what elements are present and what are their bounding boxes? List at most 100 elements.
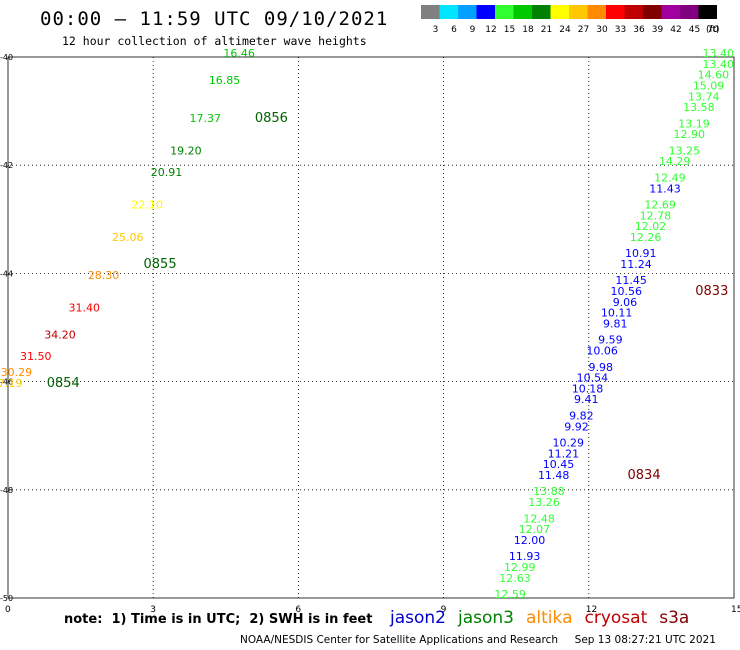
swh-value-label: 13.19 — [678, 117, 710, 130]
colorbar-swatch — [421, 5, 440, 19]
swh-value-label: 11.48 — [538, 469, 570, 482]
swh-value-label: 31.50 — [20, 350, 52, 363]
x-tick-label: 9 — [441, 605, 447, 615]
legend-s3a: s3a — [659, 608, 690, 628]
swh-value-label: 25.06 — [112, 231, 144, 244]
map-title: 00:00 – 11:59 UTC 09/10/2021 — [40, 8, 389, 30]
swh-value-label: 34.20 — [44, 328, 76, 341]
swh-value-label: 20.91 — [151, 166, 183, 179]
colorbar-tick-label: 36 — [633, 25, 645, 35]
swh-value-label: 22.10 — [131, 198, 163, 211]
swh-value-label: 10.45 — [543, 458, 575, 471]
y-tick-label: -42 — [0, 161, 13, 170]
swh-value-label: 12.78 — [640, 209, 672, 222]
colorbar-swatch — [587, 5, 606, 19]
swh-value-label: 12.48 — [523, 512, 555, 525]
colorbar-swatch — [606, 5, 625, 19]
swh-value-label: 12.49 — [654, 171, 686, 184]
swh-value-label: 9.59 — [598, 334, 623, 347]
track-right: 13.4013.4014.6015.0913.7413.5813.1912.90… — [494, 47, 734, 601]
swh-value-label: 13.58 — [683, 101, 715, 114]
colorbar-tick-label: 6 — [451, 25, 457, 35]
colorbar-tick-label: 70 — [707, 25, 719, 35]
colorbar-tick-label: 21 — [541, 25, 552, 35]
color-scale-legend: 3 6 9 12 15 18 21 24 27 30 33 36 39 42 45 70(ft) — [421, 5, 720, 35]
colorbar-tick-label: 33 — [615, 25, 626, 35]
colorbar-tick-label: 30 — [596, 25, 608, 35]
legend-jason2: jason2 — [390, 608, 446, 628]
swh-value-label: 12.02 — [635, 220, 667, 233]
swh-value-label: 12.59 — [494, 588, 526, 601]
y-tick-label: -50 — [0, 594, 13, 603]
legend-cryosat: cryosat — [584, 608, 648, 628]
colorbar-tick-label: 12 — [485, 25, 496, 35]
colorbar-tick-label: 15 — [504, 25, 515, 35]
swh-value-label: 11.43 — [649, 182, 681, 195]
x-tick-label: 0 — [5, 605, 11, 615]
swh-value-label: 9.98 — [589, 361, 614, 374]
swh-value-label: 10.56 — [611, 285, 643, 298]
swh-value-label: 12.00 — [514, 534, 546, 547]
swh-value-label: 9.81 — [603, 318, 628, 331]
swh-value-label: 13.74 — [688, 90, 720, 103]
colorbar-tick-label: 42 — [670, 25, 681, 35]
swh-value-label: 11.45 — [615, 274, 647, 287]
swh-value-label: 13.40 — [703, 47, 735, 60]
x-tick-label: 15 — [731, 605, 740, 615]
colorbar-tick-label: 24 — [559, 25, 571, 35]
pass-time-label: 0856 — [255, 111, 288, 126]
swh-value-label: 9.82 — [569, 409, 594, 422]
colorbar-swatch — [698, 5, 717, 19]
colorbar-swatch — [532, 5, 551, 19]
swh-value-label: 13.88 — [533, 485, 565, 498]
colorbar-swatch — [643, 5, 662, 19]
colorbar-swatch — [569, 5, 588, 19]
colorbar-swatch — [661, 5, 680, 19]
swh-value-label: 11.93 — [509, 550, 541, 563]
credit-line: NOAA/NESDIS Center for Satellite Applica… — [240, 634, 716, 646]
swh-value-label: 16.46 — [223, 47, 255, 60]
x-tick-label: 6 — [295, 605, 301, 615]
swh-value-label: 10.18 — [572, 382, 604, 395]
pass-time-label: 0855 — [144, 257, 177, 272]
pass-time-label: 0834 — [628, 468, 661, 483]
colorbar-swatch — [513, 5, 532, 19]
swh-value-label: 12.99 — [504, 561, 536, 574]
swh-value-label: 19.20 — [170, 144, 202, 157]
swh-value-label: 17.37 — [189, 112, 221, 125]
swh-value-label: 10.06 — [586, 345, 618, 358]
colorbar-tick-label: 27 — [578, 25, 589, 35]
colorbar-swatch — [680, 5, 699, 19]
swh-value-label: 10.11 — [601, 307, 633, 320]
colorbar-tick-label: 3 — [433, 25, 439, 35]
swh-value-label: 10.54 — [577, 372, 609, 385]
swh-value-label: 13.26 — [528, 496, 560, 509]
colorbar-swatch — [458, 5, 477, 19]
swh-value-label: 9.06 — [613, 296, 638, 309]
swh-value-label: 12.90 — [673, 128, 705, 141]
colorbar-tick-label: 39 — [652, 25, 664, 35]
swh-value-label: 9.92 — [564, 420, 589, 433]
legend-altika: altika — [526, 608, 573, 628]
x-tick-label: 12 — [586, 605, 597, 615]
colorbar-tick-label: 45 — [689, 25, 700, 35]
swh-value-label: 12.69 — [644, 198, 676, 211]
swh-value-label: 30.29 — [1, 366, 33, 379]
swh-value-label: 10.91 — [625, 247, 657, 260]
swh-value-label: 12.07 — [519, 523, 551, 536]
swh-value-label: 13.40 — [703, 58, 735, 71]
swh-value-label: 15.09 — [693, 79, 725, 92]
swh-value-label: 12.63 — [499, 572, 531, 585]
x-tick-label: 3 — [150, 605, 156, 615]
map-subtitle: 12 hour collection of altimeter wave hei… — [62, 34, 367, 48]
y-tick-label: -48 — [0, 486, 13, 495]
colorbar-tick-label: 18 — [522, 25, 534, 35]
swh-value-label: 31.40 — [68, 301, 100, 314]
y-tick-label: -40 — [0, 53, 13, 62]
swh-value-label: 12.26 — [630, 231, 662, 244]
satellite-legend: jason2 jason3 altika cryosat s3a — [390, 608, 701, 628]
units-note: note: 1) Time is in UTC; 2) SWH is in fe… — [64, 612, 373, 627]
colorbar-swatch — [439, 5, 458, 19]
map-frame — [7, 56, 735, 599]
